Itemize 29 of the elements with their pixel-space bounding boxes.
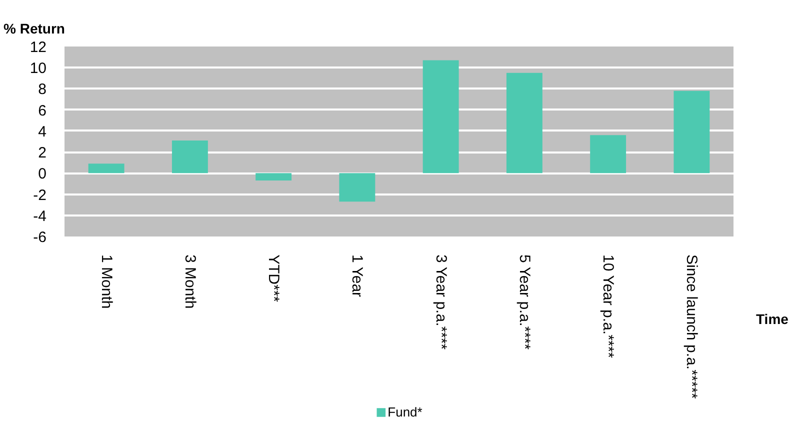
x-tick-label: YTD***	[265, 254, 282, 302]
y-axis-title: % Return	[4, 20, 65, 36]
x-tick-label: 1 Year	[348, 254, 366, 298]
x-tick-label: 3 Year p.a.****	[432, 254, 450, 350]
y-tick-label: -6	[33, 229, 47, 246]
y-tick-label: 6	[38, 102, 46, 120]
y-tick-label: 2	[38, 144, 46, 162]
bar	[422, 60, 459, 174]
x-tick-label: 10 Year p.a.****	[600, 254, 617, 358]
bar	[674, 90, 710, 174]
y-tick-label: -4	[33, 208, 47, 225]
x-axis-title: Time	[756, 310, 788, 329]
y-tick-label: 12	[30, 39, 47, 56]
y-tick-label: -2	[33, 186, 47, 204]
x-tick-label: 1 Month	[98, 254, 115, 309]
bar	[506, 72, 542, 174]
bar	[172, 140, 208, 174]
y-tick-label: 8	[38, 81, 46, 98]
bar	[339, 173, 376, 202]
bar	[256, 173, 292, 181]
y-tick-label: 4	[38, 123, 46, 140]
x-tick-label: 5 Year p.a.****	[516, 254, 533, 350]
bar	[88, 164, 124, 174]
bar	[590, 135, 626, 174]
y-tick-label: 10	[30, 60, 47, 78]
x-tick-label: Since launch p.a.*****	[683, 254, 700, 399]
y-tick-label: 0	[38, 166, 46, 183]
x-tick-label: 3 Month	[181, 254, 198, 309]
legend-label: Fund*	[388, 404, 422, 420]
